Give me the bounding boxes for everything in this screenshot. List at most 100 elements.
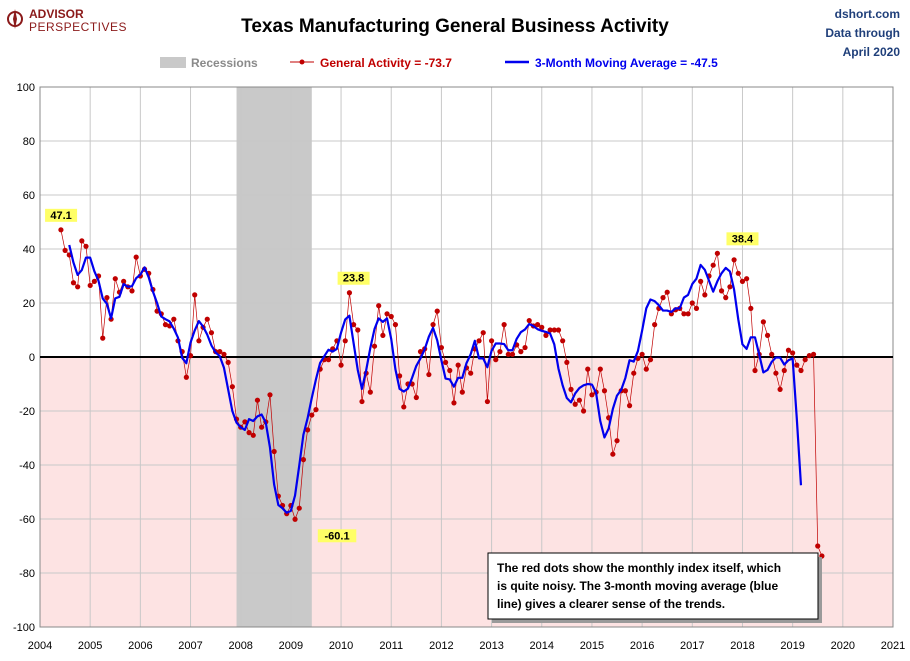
general-activity-point [58, 227, 64, 233]
general-activity-point [246, 430, 252, 436]
x-tick-label: 2008 [228, 640, 252, 652]
general-activity-point [777, 386, 783, 392]
general-activity-point [760, 319, 766, 325]
general-activity-point [601, 388, 608, 394]
general-activity-point [217, 349, 223, 355]
general-activity-point [259, 424, 265, 430]
general-activity-point [300, 457, 307, 463]
x-tick-label: 2020 [831, 640, 855, 652]
general-activity-point [794, 362, 800, 368]
y-tick-label: 0 [29, 352, 35, 364]
x-tick-label: 2006 [128, 640, 152, 652]
general-activity-point [296, 505, 302, 511]
general-activity-point [539, 324, 545, 330]
general-activity-point [346, 290, 353, 296]
x-tick-label: 2011 [379, 640, 403, 652]
general-activity-point [484, 398, 491, 405]
general-activity-point [739, 278, 746, 284]
general-activity-point [133, 254, 139, 260]
general-activity-point [129, 288, 135, 294]
general-activity-point [702, 292, 708, 298]
x-tick-label: 2021 [881, 640, 905, 652]
general-activity-point [162, 322, 169, 328]
x-tick-label: 2005 [78, 640, 102, 652]
general-activity-point [480, 330, 486, 336]
general-activity-point [727, 284, 733, 290]
general-activity-point [388, 313, 394, 320]
general-activity-point [815, 543, 821, 549]
general-activity-point [790, 350, 796, 356]
series-moving-average [68, 244, 803, 514]
legend-general-dot [299, 59, 305, 65]
y-tick-label: -20 [19, 406, 35, 418]
general-activity-point [208, 330, 215, 336]
general-activity-point [568, 386, 574, 392]
logo-line-2: PERSPECTIVES [29, 20, 127, 34]
y-tick-label: 20 [23, 298, 35, 310]
general-activity-point [488, 338, 495, 344]
legend-recessions: Recessions [191, 56, 258, 70]
general-activity-point [305, 427, 311, 433]
x-tick-label: 2009 [279, 640, 303, 652]
x-tick-label: 2007 [178, 640, 202, 652]
general-activity-point [229, 384, 235, 390]
source-line-3: April 2020 [843, 45, 901, 59]
general-activity-point [468, 370, 474, 376]
general-activity-point [325, 357, 332, 363]
general-activity-point [639, 351, 645, 357]
general-activity-point [693, 305, 700, 311]
y-tick-label: -100 [13, 622, 35, 634]
general-activity-point [564, 359, 570, 365]
note-line-2: is quite noisy. The 3-month moving avera… [497, 579, 778, 593]
general-activity-point [417, 349, 424, 355]
general-activity-point [380, 332, 386, 338]
general-activity-point [681, 311, 687, 317]
note-line-1: The red dots show the monthly index itse… [497, 561, 781, 575]
general-activity-point [802, 357, 808, 363]
general-activity-point [442, 359, 449, 365]
general-activity-point [397, 373, 403, 379]
general-activity-point [376, 303, 382, 309]
general-activity-point [83, 243, 89, 249]
annotation-label: -60.1 [325, 530, 350, 542]
source-line-1: dshort.com [835, 7, 900, 21]
general-activity-point [292, 516, 298, 522]
general-activity-point [112, 276, 118, 282]
general-activity-point [647, 357, 654, 363]
y-axis: 100 80 60 40 20 0 -20 -40 -60 -80 -100 [13, 82, 35, 634]
general-activity-point [689, 300, 695, 306]
general-activity-point [509, 351, 516, 357]
legend: Recessions General Activity = -73.7 3-Mo… [160, 56, 718, 70]
general-activity-point [643, 366, 649, 372]
annotation-label: 23.8 [343, 273, 364, 285]
general-activity-point [451, 400, 457, 406]
chart-title: Texas Manufacturing General Business Act… [241, 16, 669, 37]
general-activity-point [183, 374, 189, 380]
general-activity-point [447, 367, 453, 374]
general-activity-point [631, 370, 637, 376]
x-tick-label: 2010 [329, 640, 353, 652]
general-activity-point [359, 398, 365, 405]
x-tick-label: 2015 [580, 640, 604, 652]
general-activity-point [355, 327, 361, 333]
general-activity-point [752, 367, 758, 374]
compass-needle-icon [13, 9, 17, 29]
general-activity-point [413, 394, 419, 401]
general-activity-point [610, 451, 616, 457]
general-activity-point [313, 407, 319, 413]
general-activity-point [764, 332, 771, 338]
x-tick-label: 2019 [780, 640, 804, 652]
general-activity-point [87, 282, 93, 289]
general-activity-point [806, 353, 812, 359]
general-activity-point [192, 292, 198, 298]
general-activity-point [434, 308, 440, 314]
general-activity-point [660, 295, 666, 301]
general-activity-point [626, 403, 633, 409]
general-activity-point [100, 335, 106, 341]
general-activity-point [392, 322, 399, 328]
x-tick-label: 2012 [429, 640, 453, 652]
general-activity-point [543, 332, 549, 338]
note-line-3: line) gives a clearer sense of the trend… [497, 597, 725, 611]
general-activity-point [710, 262, 716, 268]
general-activity-point [585, 366, 591, 372]
